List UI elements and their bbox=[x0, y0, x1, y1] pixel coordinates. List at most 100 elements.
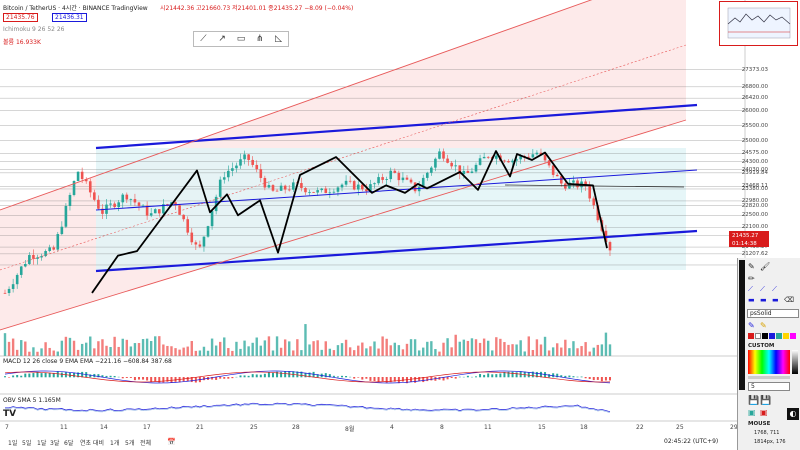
volume-label: 볼륨 16.933K bbox=[3, 39, 41, 46]
volume-bar bbox=[239, 348, 242, 356]
marker-small-icon[interactable]: ▬ bbox=[748, 296, 755, 304]
toggle-panel-button[interactable]: ◐ bbox=[787, 408, 799, 420]
brightness-slider[interactable] bbox=[792, 350, 798, 374]
macd-histogram-bar bbox=[568, 375, 571, 378]
macd-histogram-bar bbox=[405, 377, 408, 384]
ray-tool-icon[interactable]: ↗ bbox=[218, 34, 226, 44]
candle-body bbox=[214, 196, 218, 212]
volume-bar bbox=[543, 336, 547, 356]
macd-histogram-bar bbox=[166, 377, 169, 382]
volume-bar bbox=[300, 350, 303, 356]
volume-bar bbox=[251, 342, 254, 356]
opacity-slider[interactable] bbox=[748, 376, 790, 379]
triangle-tool-icon[interactable]: ◺ bbox=[275, 34, 283, 44]
clock[interactable]: 02:45:22 (UTC+9) bbox=[664, 438, 719, 445]
line-tool-icon[interactable]: ⟋ bbox=[200, 34, 207, 44]
line-thick-icon[interactable]: ⟋ bbox=[772, 285, 777, 293]
range-button[interactable]: 전체 bbox=[140, 440, 152, 447]
candle-body bbox=[227, 170, 230, 178]
volume-bar bbox=[365, 348, 368, 356]
candle-body bbox=[117, 202, 120, 208]
line-medium-icon[interactable]: ⟋ bbox=[760, 285, 765, 293]
panel-handle[interactable] bbox=[739, 260, 745, 390]
range-button[interactable]: 1달 bbox=[37, 440, 47, 447]
color-spectrum[interactable] bbox=[748, 350, 790, 374]
pen-icon[interactable]: ✎ bbox=[748, 262, 755, 271]
candle-body bbox=[596, 205, 600, 221]
candle-body bbox=[141, 205, 145, 207]
macd-histogram-bar bbox=[466, 375, 469, 378]
macd-histogram-bar bbox=[560, 375, 563, 378]
macd-histogram-bar bbox=[56, 371, 59, 378]
candle-body bbox=[243, 154, 246, 160]
macd-histogram-bar bbox=[121, 377, 124, 379]
tradingview-logo-icon: TV bbox=[3, 409, 17, 419]
bid-price-box[interactable]: 21435.76 bbox=[3, 13, 38, 22]
candle-body bbox=[592, 198, 596, 206]
macd-histogram-bar bbox=[446, 377, 449, 380]
candle-body bbox=[44, 251, 47, 257]
macd-histogram-bar bbox=[243, 375, 246, 378]
volume-bar bbox=[413, 339, 417, 356]
volume-bar bbox=[255, 337, 258, 356]
volume-bar bbox=[32, 347, 35, 356]
time-tick: 25 bbox=[250, 424, 258, 431]
range-button[interactable]: 연초 대비 bbox=[80, 440, 104, 447]
volume-bar bbox=[381, 336, 384, 356]
eraser-icon[interactable]: ⌫ bbox=[784, 296, 794, 304]
ask-price-box[interactable]: 21436.31 bbox=[52, 13, 87, 22]
candle-body bbox=[369, 184, 372, 192]
volume-bar bbox=[564, 339, 567, 356]
candle-body bbox=[40, 256, 43, 258]
line-thin-icon[interactable]: ⟋ bbox=[748, 285, 753, 293]
highlighter-yellow-icon[interactable]: ✎ bbox=[760, 321, 767, 330]
range-button[interactable]: 5일 bbox=[22, 440, 32, 447]
candle-body bbox=[133, 199, 137, 203]
candle-body bbox=[109, 203, 112, 205]
range-button[interactable]: 1개 bbox=[110, 440, 120, 447]
range-button[interactable]: 1일 bbox=[8, 440, 18, 447]
save-icon[interactable]: 💾 bbox=[748, 396, 760, 406]
volume-bar bbox=[454, 334, 457, 356]
candle-body bbox=[531, 154, 535, 158]
volume-bar bbox=[247, 346, 250, 356]
macd-histogram-bar bbox=[89, 374, 92, 378]
volume-bar bbox=[20, 340, 23, 356]
candle-body bbox=[409, 179, 413, 183]
volume-bar bbox=[588, 351, 591, 356]
candle-body bbox=[555, 174, 559, 177]
channel-upper bbox=[95, 103, 698, 150]
macd-histogram-bar bbox=[8, 377, 11, 378]
highlighter-icon[interactable]: ✎ bbox=[748, 321, 755, 330]
brush-icon[interactable]: 🖌 bbox=[760, 262, 771, 271]
marker-large-icon[interactable]: ▬ bbox=[772, 296, 779, 304]
navigator-preview[interactable] bbox=[719, 1, 798, 46]
volume-bar bbox=[105, 345, 108, 356]
pencil-icon[interactable]: ✏ bbox=[748, 274, 755, 283]
volume-bar bbox=[40, 348, 43, 356]
volume-bar bbox=[52, 350, 55, 356]
calendar-icon[interactable]: 📅 bbox=[167, 438, 176, 446]
pitchfork-tool-icon[interactable]: ⋔ bbox=[256, 34, 264, 44]
color-swatches[interactable] bbox=[748, 333, 800, 341]
range-button[interactable]: 6달 bbox=[64, 440, 74, 447]
volume-bar bbox=[182, 347, 185, 356]
volume-bar bbox=[405, 343, 409, 356]
volume-bar bbox=[68, 337, 72, 356]
range-button[interactable]: 5개 bbox=[125, 440, 135, 447]
macd-histogram-bar bbox=[20, 375, 23, 378]
candle-body bbox=[551, 165, 555, 175]
save-as-icon[interactable]: 💾 bbox=[760, 396, 772, 406]
delete-icon[interactable]: ▣ bbox=[760, 408, 768, 417]
candle-body bbox=[478, 158, 482, 165]
rectangle-tool-icon[interactable]: ▭ bbox=[236, 34, 246, 44]
export-icon[interactable]: ▣ bbox=[748, 408, 756, 417]
volume-bar bbox=[608, 344, 612, 356]
marker-medium-icon[interactable]: ▬ bbox=[760, 296, 767, 304]
line-style-select[interactable]: psSolid bbox=[747, 309, 799, 318]
volume-bar bbox=[166, 345, 169, 356]
range-button[interactable]: 3달 bbox=[50, 440, 60, 447]
candle-body bbox=[401, 177, 405, 181]
width-input[interactable]: 5 bbox=[748, 382, 790, 391]
